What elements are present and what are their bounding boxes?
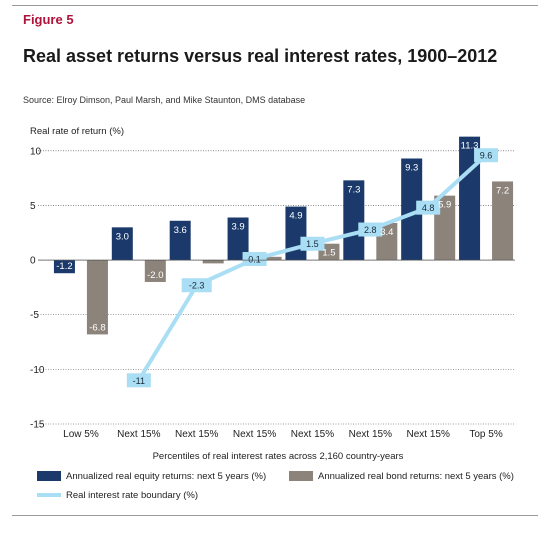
bond-value-label: 7.2 xyxy=(496,185,509,196)
bond-value-label: 3.4 xyxy=(380,227,393,238)
equity-bar xyxy=(227,217,249,261)
bond-bar xyxy=(144,260,166,282)
equity-value-label: 9.3 xyxy=(405,163,418,174)
equity-bar xyxy=(169,220,191,261)
x-tick-label: Next 15% xyxy=(407,429,450,440)
real-rate-value-label: 0.1 xyxy=(248,255,261,265)
x-tick-label: Low 5% xyxy=(63,429,99,440)
source-note: Source: Elroy Dimson, Paul Marsh, and Mi… xyxy=(23,95,306,105)
top-rule xyxy=(12,5,538,6)
equity-value-label: 4.9 xyxy=(289,211,302,222)
real-rate-point xyxy=(242,252,267,267)
real-rate-point xyxy=(126,373,151,388)
equity-value-label: 11.3 xyxy=(461,141,479,152)
y-tick-label: -10 xyxy=(30,365,45,376)
legend-equity-swatch xyxy=(37,471,61,481)
equity-bar xyxy=(401,158,423,261)
bond-value-label: -2.0 xyxy=(147,270,163,281)
bond-bar xyxy=(492,181,514,261)
figure-label: Figure 5 xyxy=(23,12,74,27)
y-tick-label: -15 xyxy=(30,420,45,431)
y-tick-label: -5 xyxy=(30,310,39,321)
bond-value-label: 1.5 xyxy=(322,248,335,259)
chart-title: Real asset returns versus real interest … xyxy=(23,46,498,66)
x-tick-label: Next 15% xyxy=(349,429,392,440)
real-rate-value-label: 1.5 xyxy=(306,239,319,249)
real-rate-value-label: -11 xyxy=(133,376,145,386)
bond-bar xyxy=(86,260,108,335)
x-tick-label: Top 5% xyxy=(469,429,502,440)
legend-label: Annualized real bond returns: next 5 yea… xyxy=(318,471,514,482)
real-rate-line xyxy=(137,153,488,382)
real-rate-point xyxy=(474,148,499,163)
legend-label: Annualized real equity returns: next 5 y… xyxy=(66,471,266,482)
real-rate-value-label: 2.8 xyxy=(364,225,377,235)
equity-value-label: 3.9 xyxy=(231,222,244,233)
x-axis-label: Percentiles of real interest rates acros… xyxy=(153,451,404,462)
equity-value-label: 7.3 xyxy=(347,184,360,195)
real-rate-point xyxy=(416,200,441,215)
bottom-rule xyxy=(12,515,538,516)
real-rate-point xyxy=(181,278,212,293)
equity-bar xyxy=(111,227,133,261)
real-rate-value-label: -2.3 xyxy=(189,281,205,291)
x-tick-label: Next 15% xyxy=(175,429,218,440)
equity-value-label: -1.2 xyxy=(56,261,72,272)
equity-bar xyxy=(53,260,75,274)
legend-label: Real interest rate boundary (%) xyxy=(66,490,198,501)
x-tick-label: Next 15% xyxy=(291,429,334,440)
y-tick-label: 5 xyxy=(30,201,36,212)
real-rate-value-label: 4.8 xyxy=(422,203,435,213)
bond-bar xyxy=(260,256,282,261)
y-axis-label: Real rate of return (%) xyxy=(30,126,124,137)
real-rate-value-label: 9.6 xyxy=(480,151,493,161)
y-tick-label: 10 xyxy=(30,146,42,157)
equity-value-label: 3.0 xyxy=(116,231,129,242)
equity-bar xyxy=(343,180,365,261)
y-tick-label: 0 xyxy=(30,256,36,267)
bond-bar xyxy=(202,260,224,264)
bond-value-label: -6.8 xyxy=(89,322,105,333)
legend-bond-swatch xyxy=(289,471,313,481)
equity-value-label: 3.6 xyxy=(174,225,187,236)
x-tick-label: Next 15% xyxy=(117,429,160,440)
x-tick-label: Next 15% xyxy=(233,429,276,440)
real-rate-point xyxy=(358,222,383,237)
real-rate-point xyxy=(300,236,325,251)
bond-value-label: 5.9 xyxy=(438,200,451,211)
